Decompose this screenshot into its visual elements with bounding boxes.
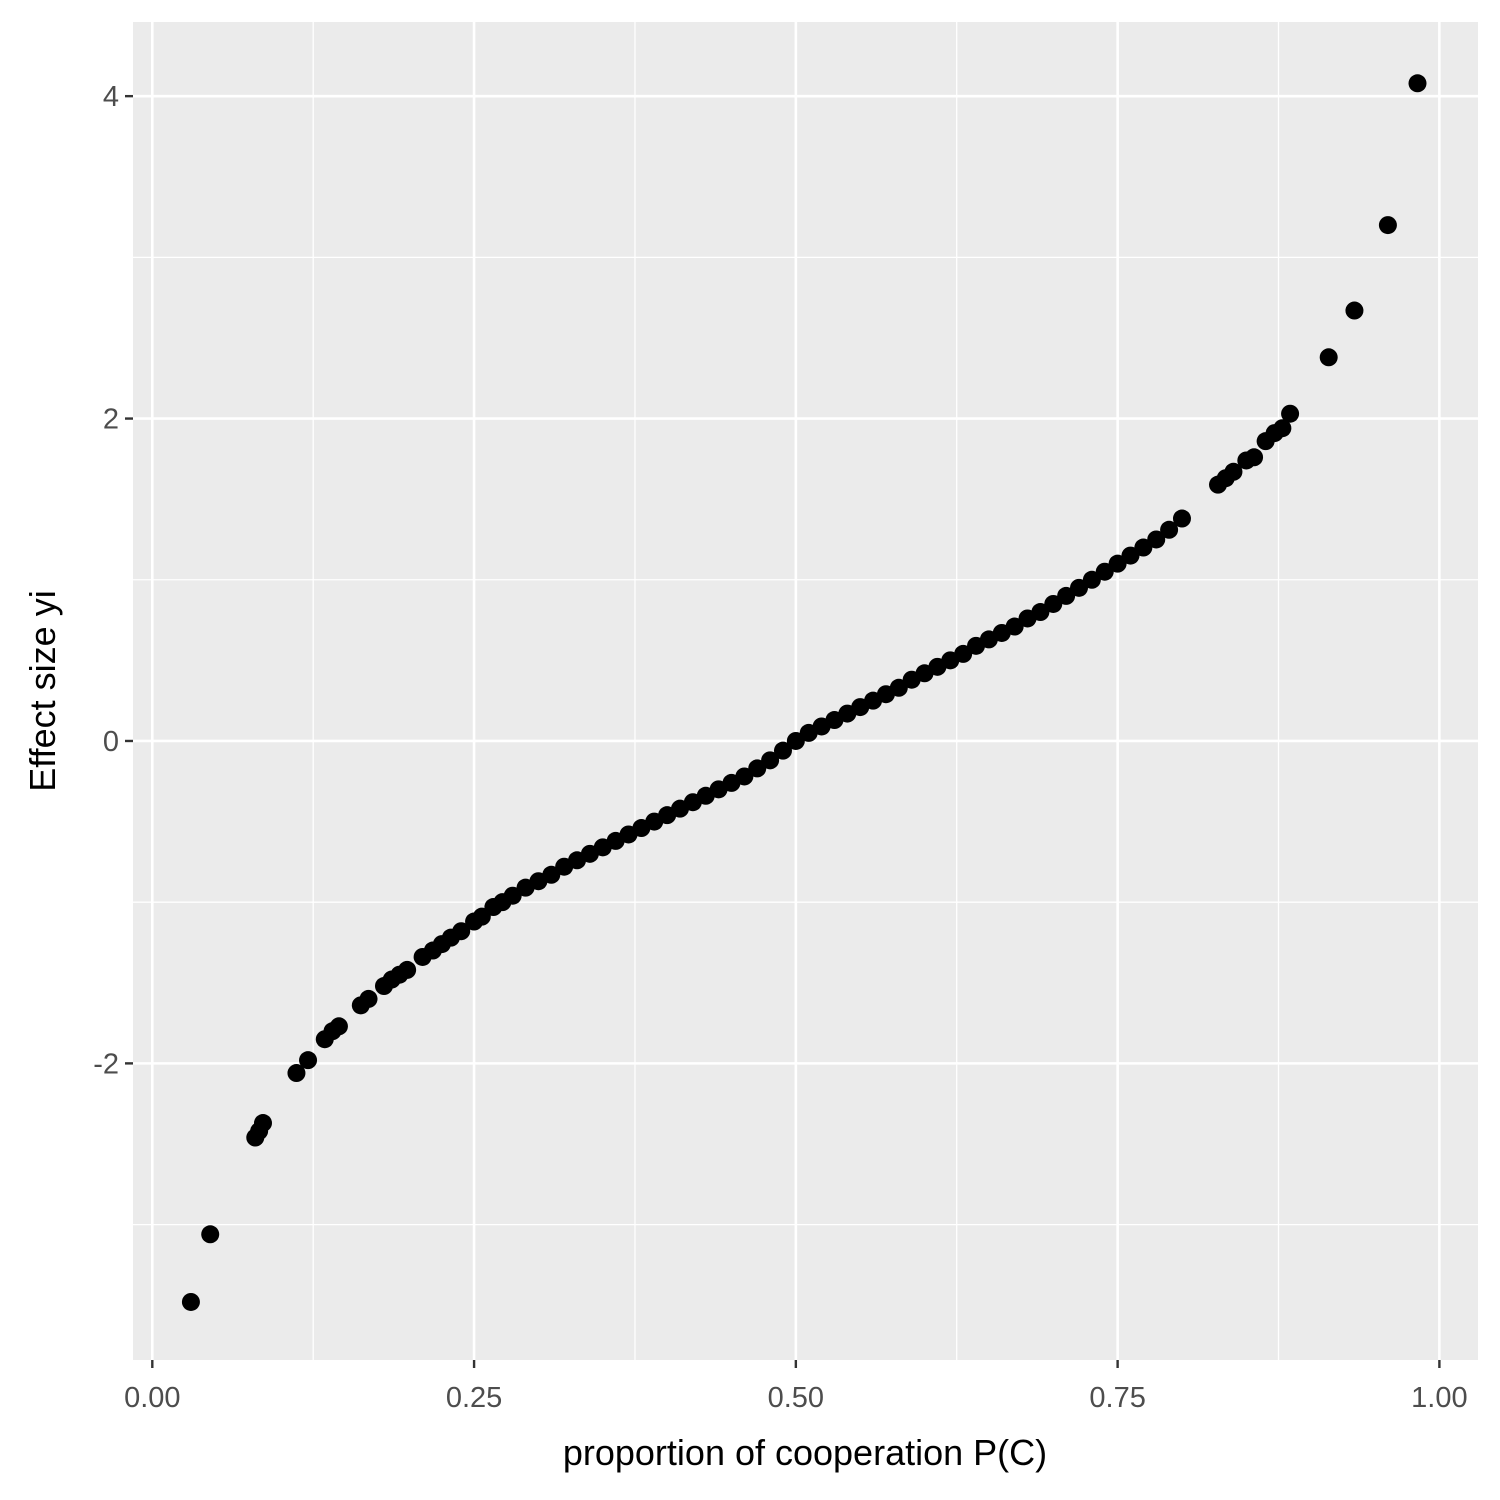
- data-point: [735, 767, 754, 786]
- data-point: [1121, 546, 1140, 565]
- y-tick-label: 4: [103, 81, 119, 113]
- data-point: [1378, 216, 1397, 235]
- data-point: [1224, 462, 1243, 481]
- data-point: [1044, 594, 1063, 613]
- data-point: [452, 922, 471, 941]
- data-point: [201, 1225, 220, 1244]
- y-tick-label: -2: [93, 1048, 119, 1080]
- minor-gridlines: [133, 22, 1478, 1360]
- data-point: [786, 731, 805, 750]
- data-point: [1057, 586, 1076, 605]
- data-point: [1108, 554, 1127, 573]
- y-axis-title: Effect size yi: [22, 590, 63, 791]
- data-point: [1245, 448, 1264, 467]
- x-axis: 0.00 0.25 0.50 0.75 1.00: [124, 1360, 1468, 1414]
- data-point: [1082, 570, 1101, 589]
- x-axis-title: proportion of cooperation P(C): [563, 1432, 1047, 1473]
- data-point: [1134, 538, 1153, 557]
- y-tick-label: 0: [103, 726, 119, 758]
- data-point: [1095, 562, 1114, 581]
- data-point: [1147, 530, 1166, 549]
- data-point: [1345, 301, 1364, 320]
- y-axis: -2 0 2 4: [93, 81, 133, 1080]
- data-point: [1031, 603, 1050, 622]
- data-point: [773, 741, 792, 760]
- data-point: [954, 644, 973, 663]
- data-point: [359, 989, 378, 1008]
- data-point: [761, 751, 780, 770]
- data-point: [287, 1064, 306, 1083]
- plot-panel: [133, 22, 1478, 1360]
- data-point: [398, 960, 417, 979]
- x-tick-label: 0.75: [1089, 1382, 1145, 1414]
- data-point: [181, 1292, 200, 1311]
- x-tick-label: 0.25: [446, 1382, 502, 1414]
- data-point: [299, 1051, 318, 1070]
- y-tick-label: 2: [103, 404, 119, 436]
- data-point: [1408, 74, 1427, 93]
- data-point: [1172, 509, 1191, 528]
- data-point: [1281, 404, 1300, 423]
- data-point: [542, 865, 561, 884]
- data-point: [253, 1114, 272, 1133]
- x-tick-label: 0.50: [768, 1382, 824, 1414]
- data-point: [1273, 419, 1292, 438]
- x-tick-label: 1.00: [1411, 1382, 1467, 1414]
- data-point: [1160, 520, 1179, 539]
- data-point: [748, 759, 767, 778]
- data-point: [889, 678, 908, 697]
- data-point: [1005, 617, 1024, 636]
- x-tick-label: 0.00: [124, 1382, 180, 1414]
- major-gridlines: [133, 22, 1478, 1360]
- data-point: [1070, 578, 1089, 597]
- data-point: [1319, 348, 1338, 367]
- data-points: [181, 74, 1427, 1311]
- data-point: [503, 886, 522, 905]
- data-point: [329, 1017, 348, 1036]
